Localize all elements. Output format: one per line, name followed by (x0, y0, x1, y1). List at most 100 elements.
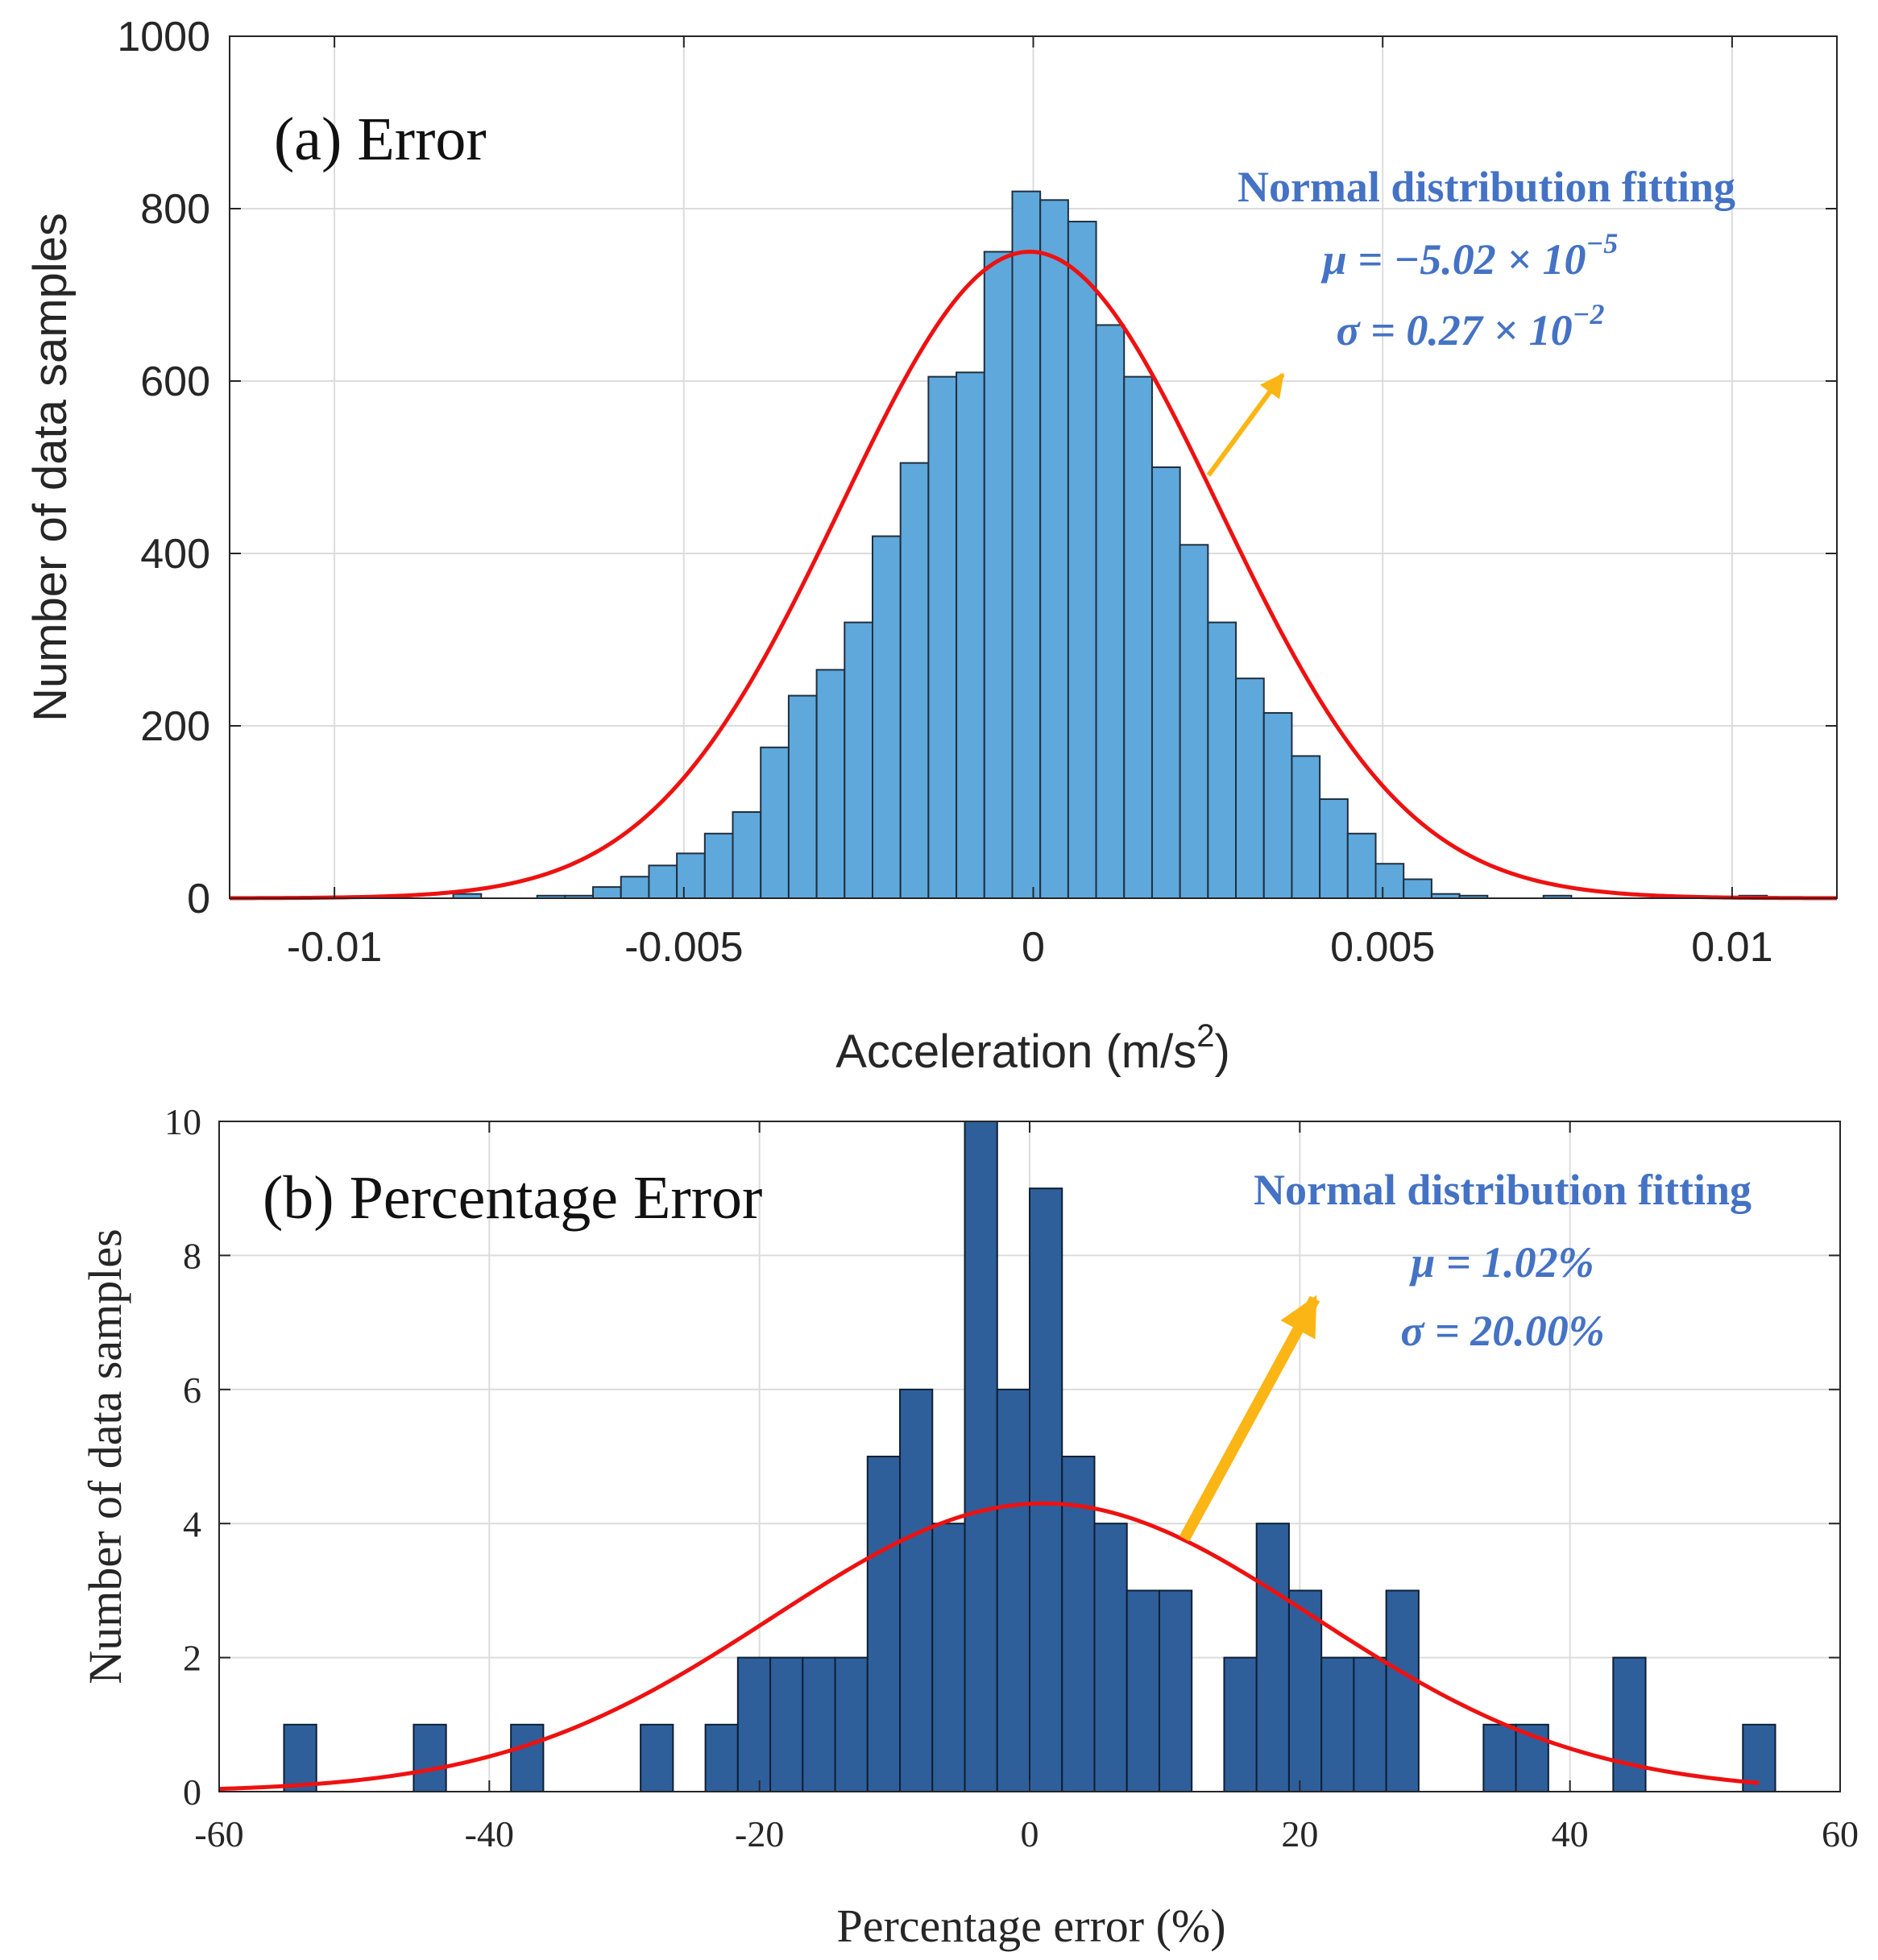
histogram-bar (1385, 1589, 1420, 1793)
y-tick-label: 4 (183, 1503, 201, 1544)
x-tick-label: 0 (1022, 924, 1045, 971)
histogram-bar (964, 1121, 998, 1792)
annotation-sigma-a: σ = 0.27 × 10−2 (1337, 298, 1605, 354)
histogram-bar (787, 694, 818, 899)
histogram-bar (899, 462, 930, 899)
ticks-a: -0.01 -0.005 0 0.005 0.01 0 200 400 600 800 1000 (117, 14, 1837, 971)
x-axis-title-b: Percentage error (%) (836, 1900, 1225, 1952)
histogram-bar (648, 864, 678, 899)
histogram-bar (1403, 878, 1432, 899)
histogram-bar (1291, 755, 1321, 900)
chart-panel-b: -60 -40 -20 0 20 40 60 0 2 4 6 8 10 (b) Percentage E… (79, 1101, 1859, 1952)
x-tick-label: -0.005 (624, 924, 743, 971)
ticks-b: -60 -40 -20 0 20 40 60 0 2 4 6 8 10 (164, 1101, 1859, 1854)
y-tick-label: 0 (183, 1771, 201, 1813)
chart-panel-a: -0.01 -0.005 0 0.005 0.01 0 200 400 600 800 1000 (… (24, 14, 1838, 1078)
histogram-bar (844, 621, 873, 899)
x-tick-label: 0.005 (1330, 924, 1435, 971)
histogram-bar (1123, 375, 1153, 899)
x-tick-label: -40 (465, 1813, 514, 1854)
histogram-bar (1095, 324, 1126, 899)
histogram-bar (1374, 863, 1405, 899)
annotation-a: Normal distribution fitting μ = −5.02 × … (1206, 163, 1735, 477)
histogram-bar (872, 535, 902, 899)
histogram-bar (1319, 798, 1349, 900)
histogram-bar (1255, 1523, 1290, 1792)
x-tick-label: -20 (735, 1813, 784, 1854)
histogram-bar (1235, 678, 1265, 900)
histogram-bar (931, 1523, 966, 1792)
histogram-bar (760, 746, 790, 899)
histogram-bar (956, 371, 985, 899)
histogram-bar (592, 886, 622, 899)
histogram-bar (1346, 832, 1377, 899)
y-tick-label: 200 (140, 703, 210, 750)
annotation-sigma-b: σ = 20.00% (1400, 1307, 1604, 1355)
histogram-bar (676, 852, 706, 899)
normal-fit-curve-b (218, 1501, 1760, 1792)
y-tick-label: 800 (140, 186, 210, 233)
y-tick-label: 400 (140, 531, 210, 578)
histogram-bar (1353, 1656, 1387, 1793)
x-tick-label: -60 (194, 1813, 243, 1854)
y-tick-label: 600 (140, 358, 210, 405)
annotation-mu-b: μ = 1.02% (1408, 1238, 1594, 1287)
y-tick-label: 0 (187, 876, 210, 922)
y-tick-label: 6 (183, 1370, 201, 1411)
histogram-bar (1150, 466, 1181, 899)
annotation-title-a: Normal distribution fitting (1237, 163, 1735, 211)
histogram-bar (640, 1723, 674, 1793)
histogram-bar (703, 832, 734, 899)
histogram-bar (283, 1723, 317, 1793)
histogram-bar (815, 669, 846, 899)
y-tick-label: 10 (164, 1101, 201, 1142)
histogram-bar (899, 1388, 934, 1793)
y-tick-label: 1000 (117, 14, 210, 60)
annotation-title-b: Normal distribution fitting (1254, 1166, 1752, 1214)
histogram-bar (1126, 1589, 1160, 1793)
x-tick-label: 0 (1021, 1813, 1039, 1854)
histogram-bar (1207, 621, 1237, 899)
histogram-bar (510, 1723, 545, 1793)
histogram-bar (732, 811, 762, 899)
histogram-bar (866, 1456, 902, 1792)
y-axis-title-a: Number of data samples (24, 213, 77, 722)
x-tick-label: 40 (1552, 1813, 1589, 1854)
histogram-bar (736, 1656, 772, 1793)
x-tick-label: 0.01 (1691, 924, 1772, 971)
histogram-bar (1482, 1723, 1517, 1793)
x-tick-label: -0.01 (287, 924, 383, 971)
histogram-bar (1223, 1656, 1258, 1793)
histogram-bar (1011, 190, 1042, 900)
histogram-bars-b (283, 1121, 1776, 1793)
histogram-bar (1612, 1656, 1647, 1793)
histogram-bar (769, 1656, 804, 1793)
annotation-arrow-a (1206, 372, 1285, 477)
y-tick-label: 8 (183, 1236, 201, 1277)
histogram-bar (412, 1723, 447, 1793)
x-tick-label: 20 (1281, 1813, 1318, 1854)
histogram-bar (1179, 544, 1209, 899)
histogram-bar (996, 1388, 1031, 1793)
histogram-bar (927, 375, 958, 899)
histogram-bar (983, 251, 1014, 899)
histogram-bar (1262, 711, 1293, 900)
annotation-b: Normal distribution fitting μ = 1.02% σ … (1179, 1166, 1752, 1542)
normal-fit-curve-a (229, 249, 1837, 901)
y-tick-label: 2 (183, 1638, 201, 1679)
histogram-bar (1093, 1523, 1128, 1792)
histogram-bars-a (452, 190, 1768, 900)
annotation-mu-a: μ = −5.02 × 10−5 (1320, 227, 1619, 284)
histogram-bar (1029, 1187, 1063, 1792)
annotation-arrow-b (1179, 1295, 1320, 1542)
histogram-bar (834, 1656, 869, 1793)
histogram-bar (1039, 199, 1069, 900)
x-tick-label: 60 (1822, 1813, 1859, 1854)
y-axis-title-b: Number of data samples (79, 1229, 131, 1684)
histogram-bar (802, 1656, 836, 1793)
histogram-bar (620, 876, 650, 899)
histogram-bar (1320, 1656, 1355, 1793)
panel-label-b: (b) Percentage Error (263, 1164, 762, 1232)
histogram-bar (1158, 1589, 1193, 1793)
